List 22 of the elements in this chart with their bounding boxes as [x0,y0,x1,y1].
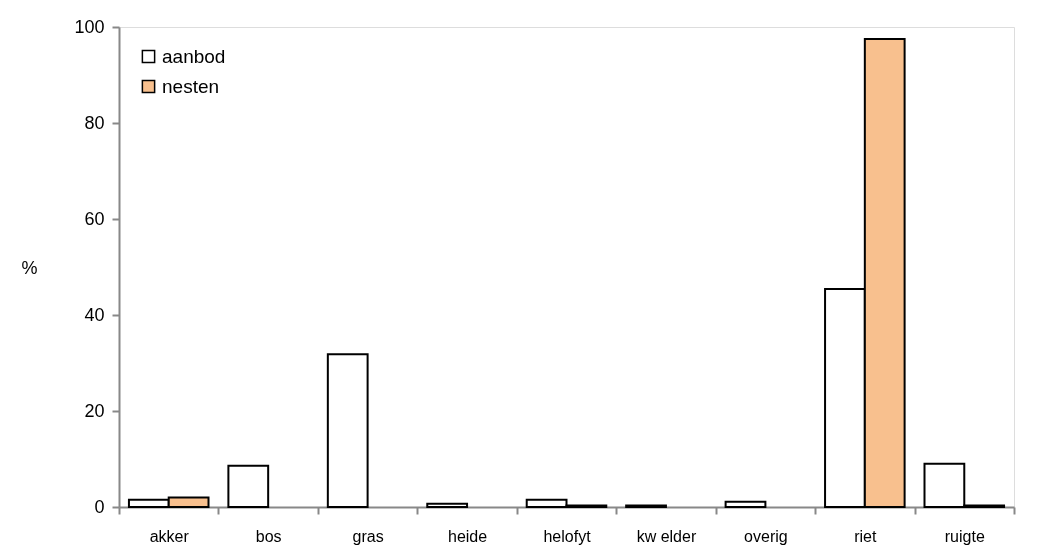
legend-label: nesten [162,75,220,97]
bar [227,464,270,508]
y-tick-label: 20 [84,400,105,421]
x-tick-label: bos [255,527,282,545]
bar [426,502,469,508]
x-tick-label: akker [149,527,190,545]
x-tick-label: ruigte [944,527,985,545]
y-tick-label: 40 [84,304,105,325]
x-tick-label: gras [352,527,384,545]
x-tick-label: kw elder [636,527,697,545]
y-tick-label: 0 [94,496,105,517]
x-tick-label: helofyt [543,527,592,545]
bar [724,500,767,508]
bar [326,353,369,508]
x-tick-label: riet [854,527,877,545]
x-tick-label: heide [447,527,488,545]
legend-label: aanbod [162,45,226,67]
y-tick-label: 100 [74,16,105,37]
y-axis-title: % [21,257,38,278]
y-tick-label: 60 [84,208,105,229]
y-tick-label: 80 [84,112,105,133]
x-tick-label: overig [744,527,788,545]
